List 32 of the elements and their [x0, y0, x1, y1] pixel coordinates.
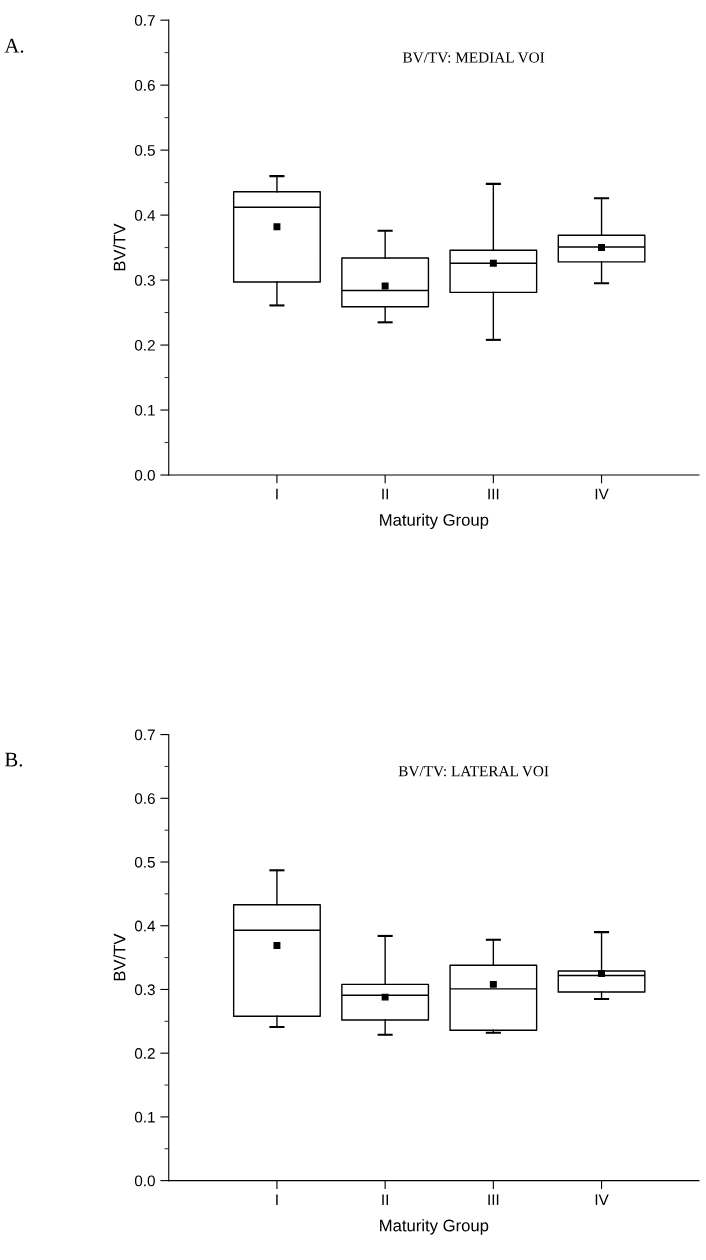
x-axis-title: Maturity Group	[380, 513, 489, 530]
x-tick-label: III	[488, 488, 499, 500]
y-tick-label: 0.0	[134, 469, 155, 481]
x-axis-title: Maturity Group	[380, 1219, 489, 1235]
text: BV/TV: LATERAL VOI	[398, 766, 549, 777]
y-tick-label: 0.2	[134, 339, 155, 351]
x-tick-label: II	[382, 1194, 388, 1205]
x-tick-label: IV	[595, 1194, 609, 1205]
y-axis-title: BV/TV	[113, 223, 126, 271]
x-tick-label: I	[276, 488, 278, 500]
text: A.	[4, 38, 24, 53]
y-tick-label: 0.3	[134, 274, 155, 286]
y-tick-label: 0.6	[134, 793, 155, 804]
x-tick-label: III	[488, 1194, 499, 1205]
y-tick-label: 0.2	[134, 1048, 155, 1059]
y-tick-label: 0.6	[134, 80, 155, 91]
x-tick-label: II	[382, 488, 388, 500]
y-tick-label: 0.4	[134, 209, 156, 221]
y-tick-label: 0.0	[134, 1175, 155, 1187]
y-tick-label: 0.3	[134, 984, 155, 996]
text: BV/TV: MEDIAL VOI	[402, 52, 545, 63]
y-tick-label: 0.1	[134, 1111, 155, 1123]
y-tick-label: 0.5	[134, 144, 155, 156]
y-tick-label: 0.1	[134, 404, 155, 416]
x-tick-label: IV	[595, 488, 609, 500]
y-tick-label: 0.7	[134, 15, 155, 26]
x-tick-label: I	[276, 1194, 278, 1205]
y-tick-label: 0.7	[134, 729, 155, 741]
y-tick-label: 0.5	[134, 856, 155, 868]
y-axis-title: BV/TV	[113, 933, 126, 981]
y-tick-label: 0.4	[134, 920, 156, 932]
text: B.	[4, 752, 23, 767]
